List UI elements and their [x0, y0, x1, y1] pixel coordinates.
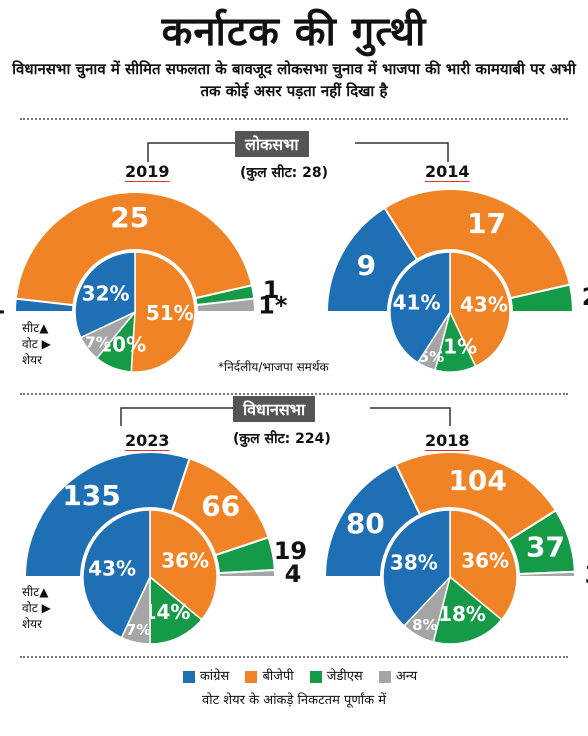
vote-label-2018-other: 8% — [412, 616, 437, 634]
section-label-vidhansabha: विधानसभा — [233, 396, 316, 422]
vote-slice-2018-bjp — [449, 509, 518, 621]
vote-slice-2018-jds — [432, 575, 503, 645]
seat-label: सीट▲ — [22, 585, 49, 599]
vote-label: वोट ▶ — [22, 601, 51, 615]
vote-label-2018-jds: 18% — [438, 602, 486, 626]
section-label-loksabha: लोकसभा — [235, 131, 309, 157]
seat-label-2014-congress: 9 — [357, 249, 376, 282]
seat-label-2019-congress: 1 — [0, 291, 6, 319]
vote-label-2019-other: 7% — [85, 334, 110, 352]
vote-label: वोट ▶ — [22, 337, 51, 351]
legend-swatch-other — [378, 670, 391, 683]
axis-note-bottom: सीट▲ वोट ▶ शेयर — [22, 584, 51, 632]
vote-slice-2014-bjp — [449, 251, 511, 368]
vote-label-2018-congress: 38% — [390, 551, 438, 575]
vote-slice-2019-bjp — [130, 251, 196, 373]
vote-slice-2018-congress — [382, 509, 451, 627]
page-title: कर्नाटक की गुत्थी — [161, 9, 427, 55]
vote-label-2019-bjp: 51% — [146, 301, 194, 325]
seat-label-2023-other: 4 — [285, 560, 302, 588]
vote-slice-2023-congress — [82, 509, 151, 639]
year-2023: 2023 — [125, 431, 170, 450]
legend-label-jds: जेडीएस — [326, 669, 363, 684]
vidhansabha-total-seats: (कुल सीट: 224) — [233, 431, 331, 447]
vote-label-2019-congress: 32% — [82, 281, 130, 305]
rounding-note: वोट शेयर के आंकड़े निकटतम पूर्णांक में — [201, 693, 387, 708]
vote-slice-2019-congress — [74, 251, 136, 339]
page-subtitle: विधानसभा चुनाव में सीमित सफलता के बावजूद… — [12, 60, 576, 100]
legend-label-bjp: बीजेपी — [262, 669, 294, 684]
year-2014: 2014 — [425, 162, 470, 181]
seat-label: सीट▲ — [22, 321, 49, 335]
vote-slice-2023-bjp — [149, 509, 218, 621]
year-2018: 2018 — [425, 431, 470, 450]
legend-swatch-congress — [182, 670, 195, 683]
vote-label-2014-bjp: 43% — [460, 292, 508, 316]
loksabha-total-seats: (कुल सीट: 28) — [240, 165, 329, 181]
divider-top — [20, 118, 568, 120]
legend-swatch-jds — [309, 670, 322, 683]
seat-label-2018-bjp: 104 — [448, 464, 506, 497]
vote-label-2014-congress: 41% — [393, 290, 441, 314]
seat-label-2019-jds: 1 — [263, 276, 280, 304]
legend-swatch-bjp — [245, 670, 258, 683]
legend-label-congress: कांग्रेस — [199, 669, 230, 684]
year-2019: 2019 — [125, 162, 170, 181]
vote-label-2023-other: 7% — [126, 621, 151, 639]
seat-label-2018-other: 3 — [585, 561, 588, 589]
legend: कांग्रेस बीजेपी जेडीएस अन्य — [0, 666, 588, 684]
seat-label-2023-bjp: 66 — [201, 489, 240, 522]
vote-label-2023-bjp: 36% — [161, 548, 209, 572]
share-label: शेयर — [22, 617, 43, 631]
seat-label-2014-bjp: 17 — [467, 207, 506, 240]
vote-label-2023-congress: 43% — [88, 557, 136, 581]
seat-label-2019-bjp: 25 — [110, 201, 149, 234]
seat-label-2018-congress: 80 — [346, 507, 385, 540]
share-label: शेयर — [22, 353, 43, 367]
seat-label-2023-jds: 19 — [274, 537, 307, 565]
vidhansabha-bracket — [120, 407, 451, 426]
seat-label-2014-jds: 2 — [582, 283, 588, 311]
seat-label-2018-jds: 37 — [526, 530, 565, 563]
divider-bottom — [20, 656, 568, 658]
legend-label-other: अन्य — [395, 669, 418, 684]
vote-slice-2023-jds — [149, 575, 203, 645]
axis-note-top: सीट▲ वोट ▶ शेयर — [22, 320, 51, 368]
footnote: *निर्दलीय/भाजपा समर्थक — [218, 360, 329, 374]
seat-label-2023-congress: 135 — [62, 479, 120, 512]
loksabha-bracket — [147, 142, 449, 162]
vote-label-2018-bjp: 36% — [461, 548, 509, 572]
vote-slice-2014-congress — [389, 251, 451, 364]
seat-label-2019-other: 1* — [258, 291, 288, 319]
divider-middle — [20, 393, 568, 395]
